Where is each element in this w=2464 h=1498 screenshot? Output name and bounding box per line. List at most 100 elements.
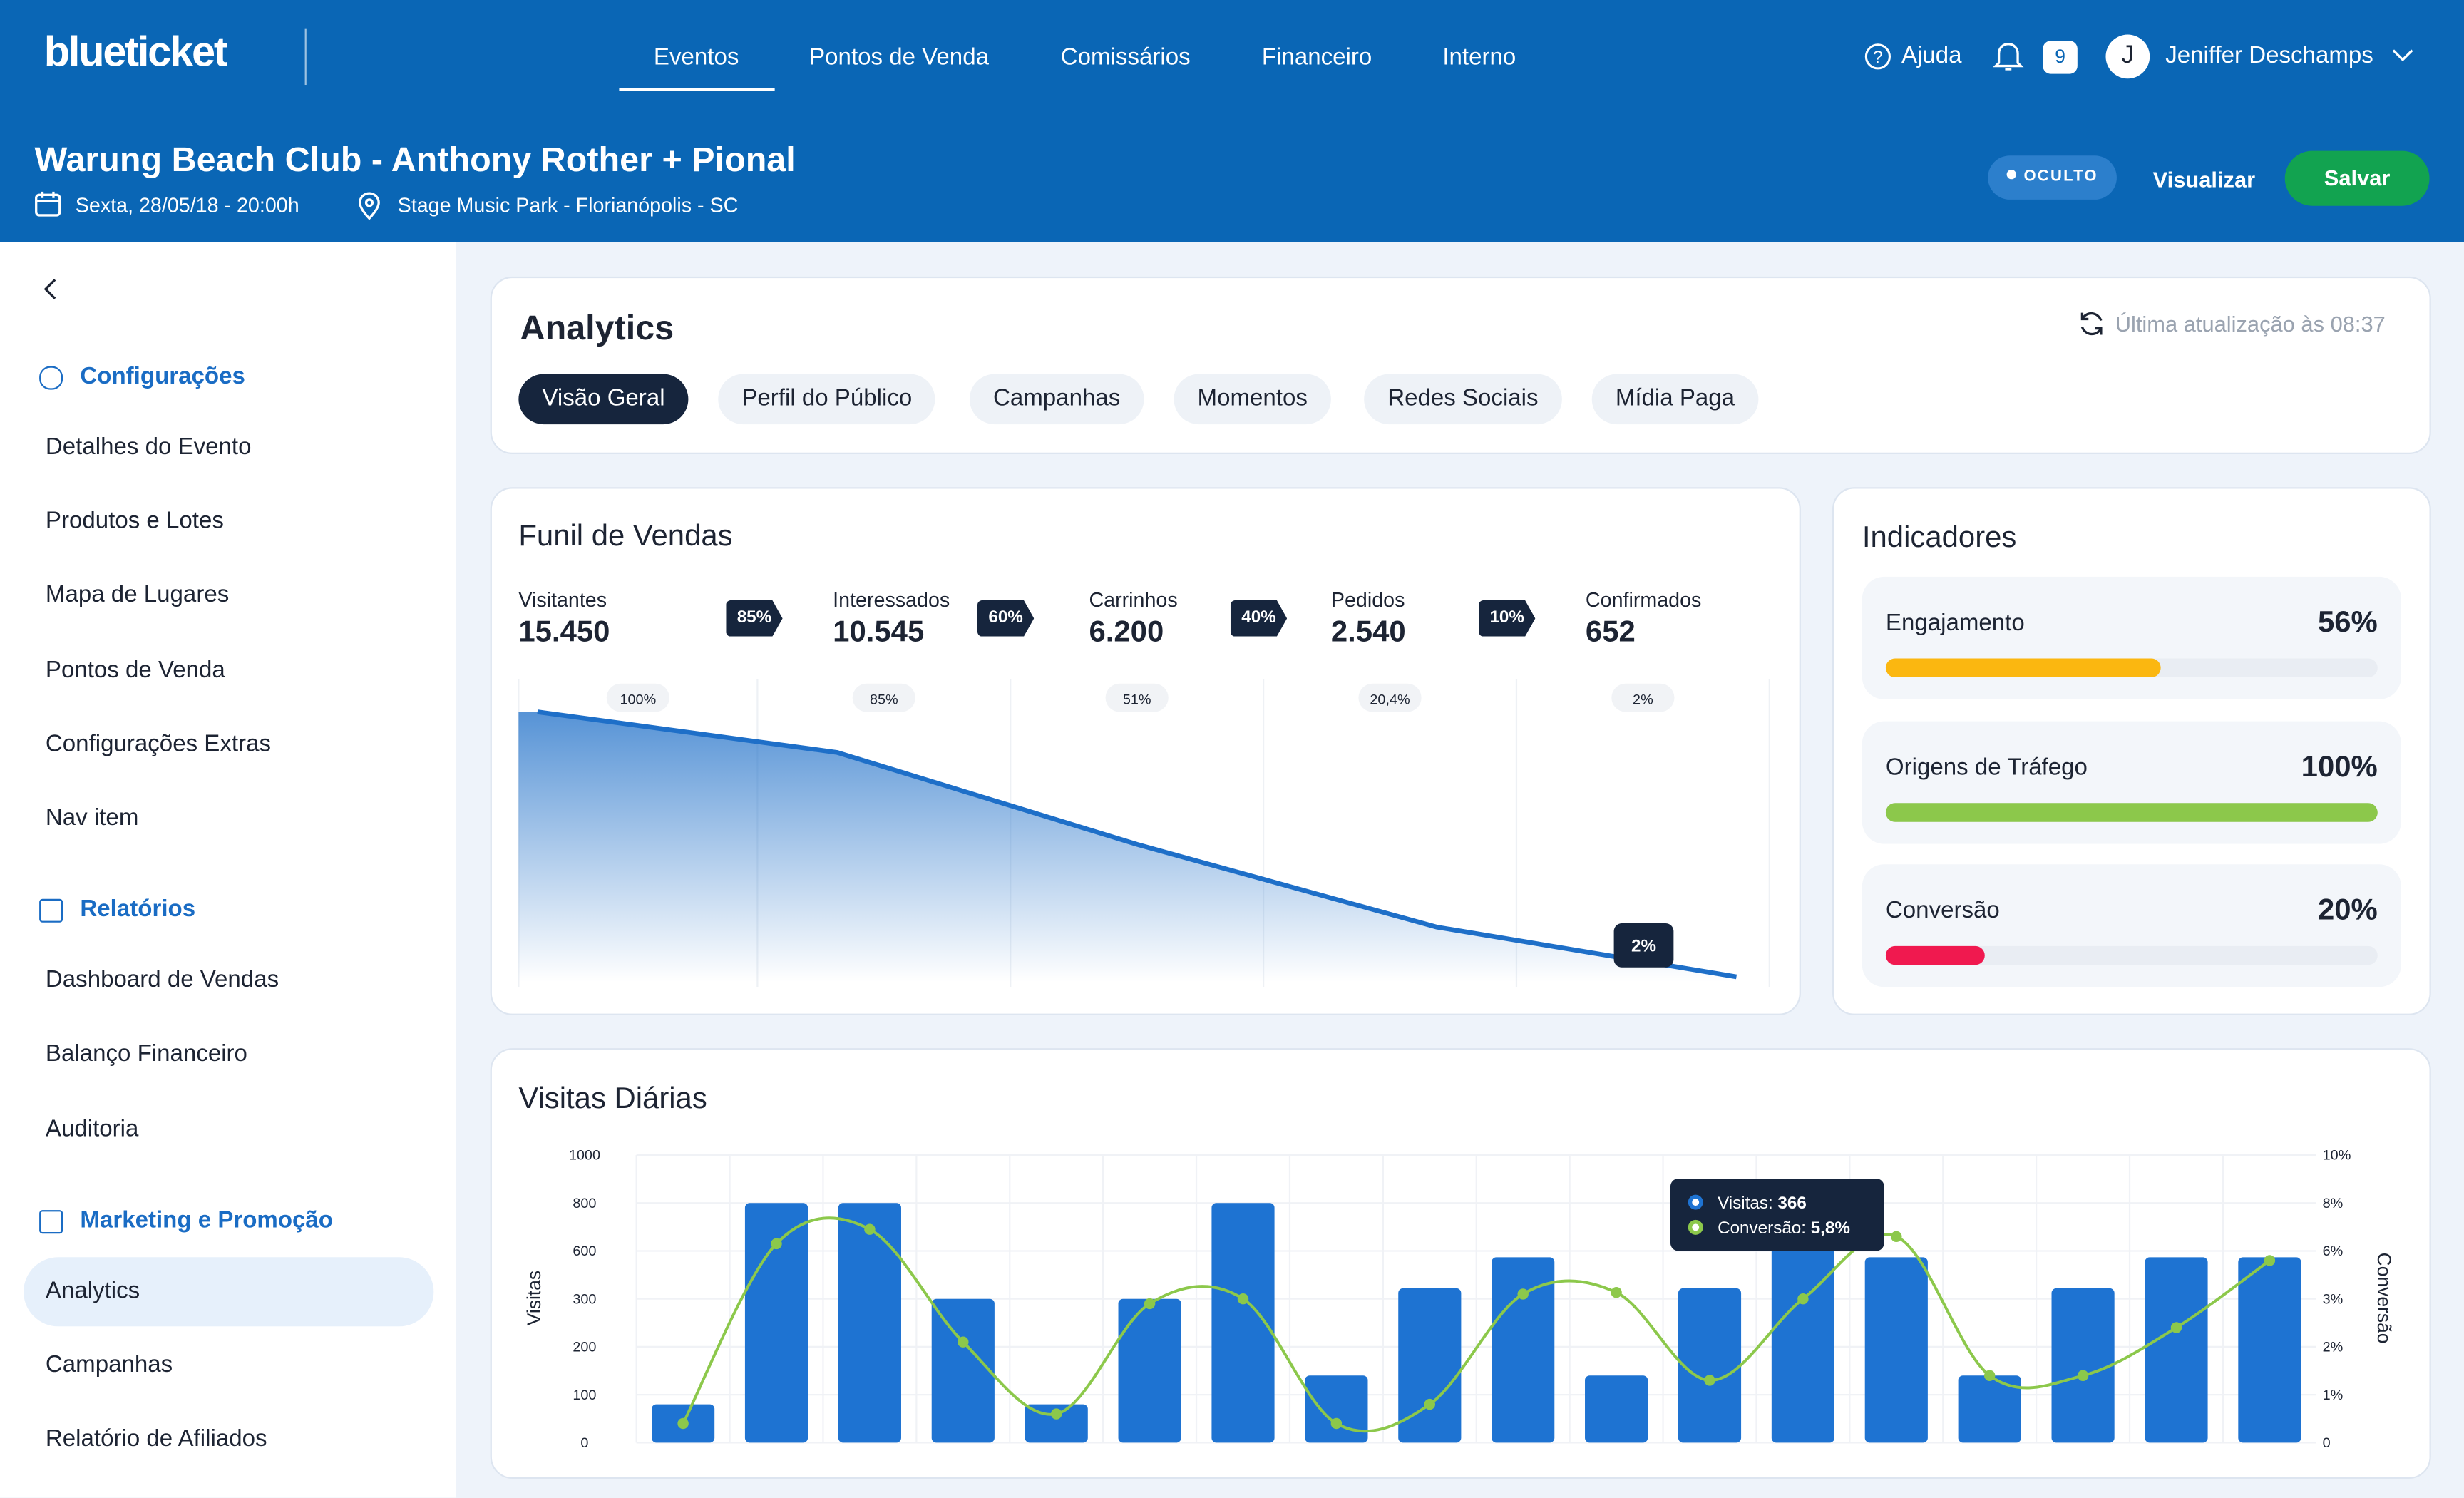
menu-item[interactable]: Relatório de Afiliados	[45, 1425, 267, 1453]
calendar-icon	[35, 191, 61, 217]
logo[interactable]: blueticket	[43, 28, 228, 76]
tooltip-label: Conversão:	[1718, 1219, 1806, 1238]
rate-badge: 40%	[1230, 600, 1288, 637]
step-name: Confirmados	[1585, 588, 1702, 612]
tooltip-text: 2%	[1631, 937, 1656, 956]
rate-badge: 85%	[726, 600, 783, 637]
menu-item[interactable]: Campanhas	[45, 1351, 173, 1378]
collapse-icon[interactable]	[41, 277, 59, 302]
y2-tick-label: 6%	[2323, 1243, 2344, 1259]
indicator	[1862, 720, 2401, 843]
bar	[1492, 1257, 1555, 1443]
bar	[1305, 1375, 1368, 1443]
event-date: Sexta, 28/05/18 - 20:00h	[75, 193, 299, 217]
refresh-icon[interactable]	[2078, 309, 2106, 338]
tab[interactable]: Perfil do Público	[718, 374, 936, 425]
section-icon	[39, 899, 63, 923]
notification-badge: 9	[2043, 41, 2078, 74]
rate-badge: 10%	[1479, 600, 1536, 637]
event-title: Warung Beach Club - Anthony Rother + Pio…	[34, 140, 796, 180]
bar	[1771, 1203, 1834, 1443]
menu-item[interactable]: Mapa de Lugares	[45, 582, 230, 609]
nav-item[interactable]: Comissários	[1060, 43, 1191, 71]
step-value: 2.540	[1330, 616, 1406, 650]
y-tick-label: 600	[573, 1243, 596, 1259]
bar	[1864, 1257, 1928, 1443]
funnel-line	[537, 709, 1737, 980]
y2-tick-label: 0	[2323, 1435, 2331, 1451]
conversion-point	[1611, 1287, 1622, 1298]
tab[interactable]: Campanhas	[969, 374, 1144, 425]
menu-item[interactable]: Balanço Financeiro	[45, 1040, 247, 1068]
funnel-area	[518, 712, 1737, 983]
menu-item[interactable]: Dashboard de Vendas	[45, 966, 279, 994]
preview-button[interactable]: Visualizar	[2152, 166, 2256, 192]
y-tick-label: 800	[573, 1196, 596, 1211]
y-tick-label: 200	[573, 1340, 596, 1355]
menu-item[interactable]: Auditoria	[45, 1115, 139, 1142]
indicator	[1862, 864, 2401, 987]
section-title: Relatórios	[80, 896, 196, 923]
save-button[interactable]: Salvar	[2284, 150, 2430, 206]
avatar[interactable]: J	[2105, 34, 2150, 79]
step-value: 10.545	[833, 616, 925, 650]
conversion-point	[2264, 1255, 2276, 1266]
indicator-name: Engajamento	[1885, 610, 2025, 637]
menu-item[interactable]: Analytics	[45, 1277, 140, 1304]
status-dot	[2006, 170, 2016, 180]
step-name: Interessados	[833, 588, 950, 612]
status-badge[interactable]: OCULTO	[1988, 155, 2117, 200]
conversion-point	[1704, 1375, 1715, 1386]
tab[interactable]: Visão Geral	[518, 374, 689, 425]
divider	[304, 28, 307, 86]
bar	[1678, 1288, 1742, 1443]
tooltip-value: 366	[1777, 1194, 1806, 1213]
conversion-point	[1330, 1417, 1343, 1430]
bell-icon[interactable]	[1993, 39, 2024, 73]
conversion-point	[2077, 1370, 2089, 1381]
indicator-value: 100%	[2301, 750, 2378, 784]
nav-item[interactable]: Pontos de Venda	[809, 43, 989, 71]
conversion-point	[1891, 1231, 1902, 1243]
conversion-point	[1517, 1288, 1529, 1300]
user-name[interactable]: Jeniffer Deschamps	[2165, 42, 2373, 69]
chart-title: Visitas Diárias	[518, 1081, 707, 1114]
tooltip	[1670, 1179, 1884, 1251]
tab[interactable]: Mídia Paga	[1591, 374, 1759, 425]
tab[interactable]: Momentos	[1174, 374, 1331, 425]
bar	[838, 1203, 901, 1443]
conversion-point	[864, 1223, 876, 1235]
indicator-value: 56%	[2317, 606, 2378, 640]
nav-underline	[619, 88, 775, 91]
y-tick-label: 100	[573, 1387, 596, 1403]
menu-item[interactable]: Configurações Extras	[45, 730, 272, 757]
conversion-point	[1050, 1408, 1062, 1420]
conversion-point	[1237, 1293, 1249, 1305]
header: blueticket ? Ajuda 9 J Jeniffer Deschamp…	[0, 0, 2464, 242]
menu-item[interactable]: Produtos e Lotes	[45, 508, 224, 535]
step-name: Visitantes	[518, 588, 607, 612]
menu-item[interactable]: Nav item	[45, 804, 139, 831]
label-pill	[1611, 683, 1675, 712]
y2-axis-label: Conversão	[2373, 1253, 2395, 1344]
nav-item[interactable]: Eventos	[653, 43, 739, 71]
percent-label: 51%	[1123, 692, 1151, 707]
menu-item[interactable]: Detalhes do Evento	[45, 434, 252, 461]
percent-label: 20,4%	[1370, 692, 1410, 707]
bar	[1958, 1375, 2021, 1443]
y2-tick-label: 2%	[2323, 1340, 2344, 1355]
nav-item[interactable]: Interno	[1442, 43, 1516, 71]
step-value: 652	[1585, 616, 1636, 650]
tab[interactable]: Redes Sociais	[1364, 374, 1562, 425]
active-item-bg	[24, 1256, 434, 1326]
tooltip-value: 5,8%	[1811, 1219, 1850, 1238]
indicators-title: Indicadores	[1862, 521, 2017, 555]
conversion-point	[1424, 1398, 1436, 1410]
chart-title: Funil de Vendas	[518, 518, 732, 552]
chevron[interactable]	[2392, 47, 2414, 63]
nav-item[interactable]: Financeiro	[1261, 43, 1372, 71]
menu-item[interactable]: Pontos de Venda	[45, 656, 225, 683]
label-pill	[1105, 683, 1169, 712]
help-link[interactable]: Ajuda	[1901, 42, 1962, 69]
